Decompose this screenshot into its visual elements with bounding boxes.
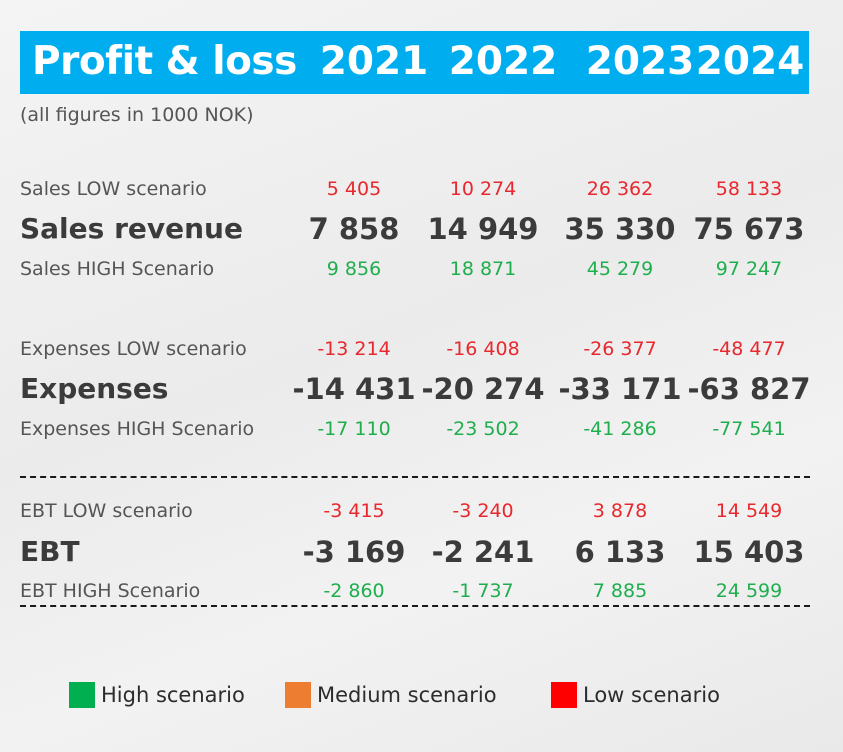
sales-high-label: Sales HIGH Scenario xyxy=(20,258,215,280)
ebt-low-value: -3 240 xyxy=(452,500,514,522)
dashed-separator xyxy=(20,605,810,607)
ebt-value: 15 403 xyxy=(693,535,805,569)
sales-revenue-value: 75 673 xyxy=(693,212,805,246)
ebt-low-value: 3 878 xyxy=(592,500,648,522)
sales-revenue-value: 35 330 xyxy=(564,212,676,246)
ebt-low-value: 14 549 xyxy=(715,500,783,522)
page-title: Profit & loss xyxy=(32,39,297,84)
expenses-value: -14 431 xyxy=(292,372,416,406)
sales-revenue-value: 7 858 xyxy=(308,212,400,246)
expenses-value: -20 274 xyxy=(421,372,545,406)
sales-high-value: 9 856 xyxy=(326,258,382,280)
expenses-low-value: -16 408 xyxy=(446,338,520,360)
expenses-low-value: -48 477 xyxy=(712,338,786,360)
sales-low-value: 26 362 xyxy=(586,178,654,200)
ebt-label: EBT xyxy=(20,535,80,568)
year-header-2023: 2023 xyxy=(585,39,695,84)
units-note: (all figures in 1000 NOK) xyxy=(20,104,254,126)
ebt-value: -3 169 xyxy=(302,535,406,569)
sales-low-value: 5 405 xyxy=(326,178,382,200)
expenses-high-value: -23 502 xyxy=(446,418,520,440)
sales-high-value: 18 871 xyxy=(449,258,517,280)
expenses-value: -63 827 xyxy=(687,372,811,406)
dashed-separator xyxy=(20,476,810,478)
ebt-value: 6 133 xyxy=(574,535,666,569)
sales-low-value: 58 133 xyxy=(715,178,783,200)
legend-label: Low scenario xyxy=(583,683,720,707)
sales-revenue-label: Sales revenue xyxy=(20,212,243,245)
ebt-high-value: 7 885 xyxy=(592,580,648,602)
expenses-low-label: Expenses LOW scenario xyxy=(20,338,247,360)
sales-low-value: 10 274 xyxy=(449,178,517,200)
legend-swatch-high xyxy=(69,682,95,708)
sales-low-label: Sales LOW scenario xyxy=(20,178,207,200)
ebt-high-label: EBT HIGH Scenario xyxy=(20,580,201,602)
legend-swatch-medium xyxy=(285,682,311,708)
expenses-low-value: -13 214 xyxy=(317,338,391,360)
year-header-2022: 2022 xyxy=(448,39,558,84)
legend-swatch-low xyxy=(551,682,577,708)
expenses-high-value: -17 110 xyxy=(317,418,391,440)
year-header-2024: 2024 xyxy=(695,39,805,84)
legend-label: High scenario xyxy=(101,683,245,707)
sales-high-value: 45 279 xyxy=(586,258,654,280)
sales-high-value: 97 247 xyxy=(715,258,783,280)
expenses-high-label: Expenses HIGH Scenario xyxy=(20,418,255,440)
expenses-value: -33 171 xyxy=(558,372,682,406)
ebt-low-value: -3 415 xyxy=(323,500,385,522)
ebt-high-value: -2 860 xyxy=(323,580,385,602)
expenses-high-value: -77 541 xyxy=(712,418,786,440)
expenses-low-value: -26 377 xyxy=(583,338,657,360)
year-header-2021: 2021 xyxy=(319,39,429,84)
header-bar: Profit & loss 2021 2022 2023 2024 xyxy=(20,31,809,94)
ebt-low-label: EBT LOW scenario xyxy=(20,500,193,522)
expenses-label: Expenses xyxy=(20,372,169,405)
ebt-high-value: -1 737 xyxy=(452,580,514,602)
expenses-high-value: -41 286 xyxy=(583,418,657,440)
ebt-high-value: 24 599 xyxy=(715,580,783,602)
legend-label: Medium scenario xyxy=(317,683,497,707)
sales-revenue-value: 14 949 xyxy=(427,212,539,246)
ebt-value: -2 241 xyxy=(431,535,535,569)
